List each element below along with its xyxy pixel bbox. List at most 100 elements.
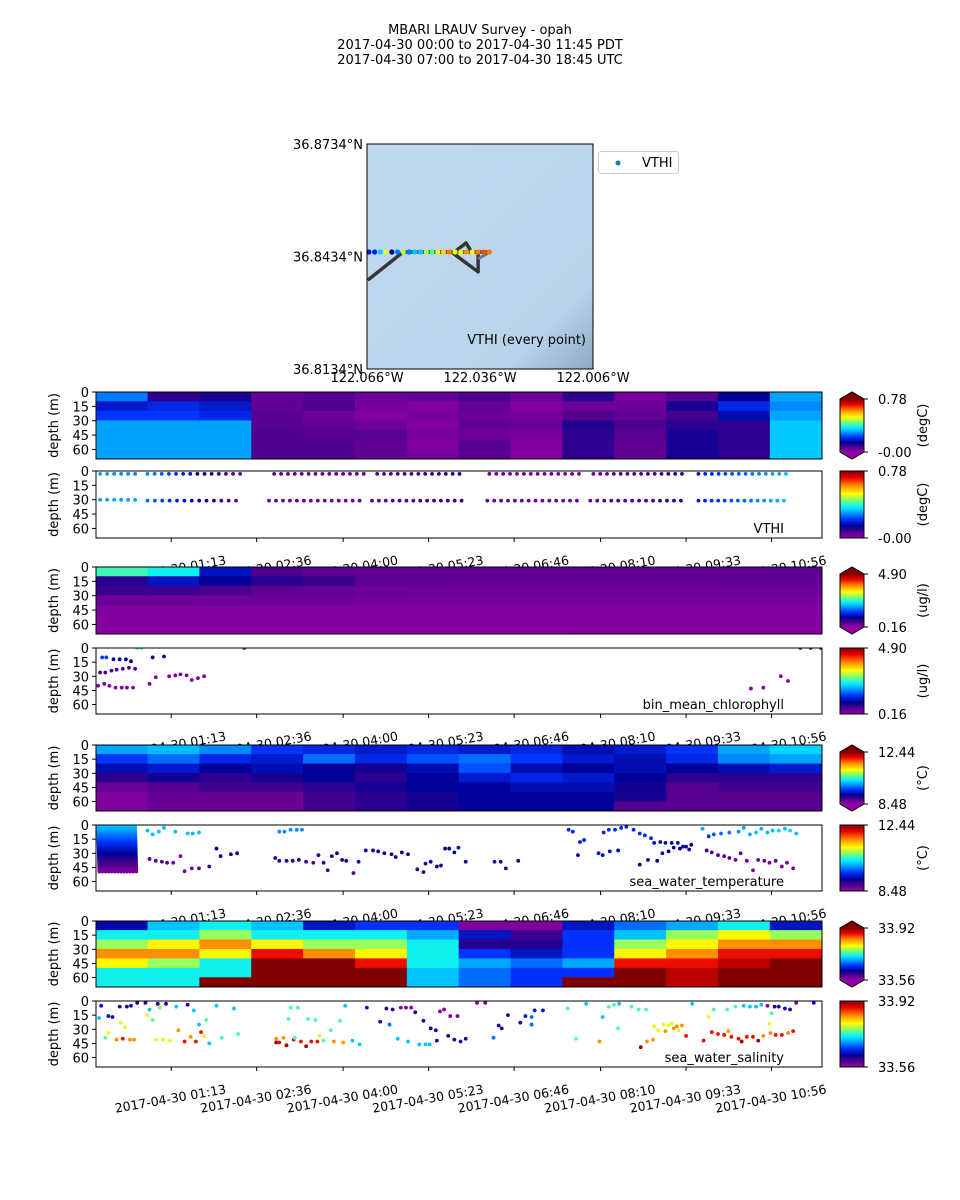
data-point [197,866,201,871]
data-point [767,1021,772,1026]
heatmap-cell [251,439,304,450]
data-point [350,1038,355,1043]
heatmap-cell [303,585,356,597]
heatmap-cell [199,604,252,616]
data-point [741,1003,746,1008]
data-point [658,498,662,503]
data-point [716,1032,720,1036]
heatmap-cell [458,429,512,441]
data-point [195,471,200,476]
heatmap-cell [510,958,564,969]
data-point [197,1022,201,1027]
data-point [202,471,207,476]
data-point [606,1004,611,1009]
data-point [103,869,108,874]
heatmap-cell [666,930,719,941]
data-point [112,869,117,874]
heatmap-cell [354,930,408,941]
data-point [612,1002,616,1007]
data-point [573,1036,578,1041]
heatmap-cell [458,772,512,784]
data-point [561,498,566,503]
data-point [417,1042,422,1047]
data-point [749,498,753,503]
data-point [669,1021,674,1026]
heatmap-cell [614,958,667,969]
plot-frame [95,1000,823,1068]
plot-area [96,825,822,891]
heatmap-cell [769,921,822,931]
data-point [570,471,574,476]
data-point [786,679,790,683]
data-point [356,859,361,864]
data-point [413,1010,418,1015]
data-point [181,471,186,476]
data-point [785,860,789,865]
data-point [450,471,455,476]
y-tick-label: 15 [72,833,89,848]
heatmap-cell [147,763,201,774]
heatmap-cell [354,567,408,577]
data-point [288,498,292,503]
data-point [659,471,664,476]
data-point [768,1031,773,1035]
data-point [145,1013,150,1018]
colorbar-frame [839,647,865,715]
data-point [320,471,325,476]
data-point [783,1006,787,1011]
colorbar-scale [840,1001,864,1067]
data-point [644,498,648,503]
data-point [397,498,402,503]
data-point [119,471,124,476]
track-point [475,249,481,255]
data-point [577,471,581,476]
heatmap-cell [96,585,149,597]
heatmap-cell [666,576,719,587]
heatmap-cell [614,401,667,412]
data-point [343,1003,348,1008]
heatmap-cell [303,782,356,793]
data-point [751,1034,755,1039]
colorbar-min-label: 33.56 [878,974,915,989]
data-point [625,471,630,476]
data-point [219,498,224,503]
data-point [776,1004,781,1009]
heatmap-cell [666,401,719,412]
colorbar-extend-max [840,392,864,399]
colorbar-extend-max [840,921,864,928]
heatmap-cell [562,921,615,931]
heatmap-cell [717,754,771,765]
data-point [756,857,761,862]
data-point [336,498,341,503]
heatmap-cell [199,401,252,412]
heatmap-cell [666,977,719,987]
heatmap-cell [96,420,149,431]
heatmap-cell [458,420,512,431]
colorbar-min-label: 8.48 [878,885,907,900]
data-point [744,858,749,863]
heatmap-cell [562,801,615,811]
data-point [178,672,183,677]
data-point [376,498,381,503]
data-point [556,471,561,476]
heatmap-cell [510,782,564,793]
heatmap-cell [354,392,408,402]
data-point [439,863,443,868]
heatmap-cell [769,392,822,402]
heatmap-cell [147,439,201,450]
data-point [406,1039,410,1044]
data-point [582,838,587,842]
heatmap-cell [354,410,408,422]
y-tick-label: 60 [72,618,89,633]
heatmap-cell [769,429,822,441]
data-point [311,860,316,865]
heatmap-cell [562,576,615,587]
data-point [601,830,606,835]
colorbar-max-label: 0.78 [878,393,907,408]
data-point [334,471,339,476]
heatmap-cell [251,921,304,931]
data-point [399,850,404,855]
heatmap-cell [147,429,201,441]
data-point [118,1020,123,1025]
heatmap-cell [769,604,822,616]
